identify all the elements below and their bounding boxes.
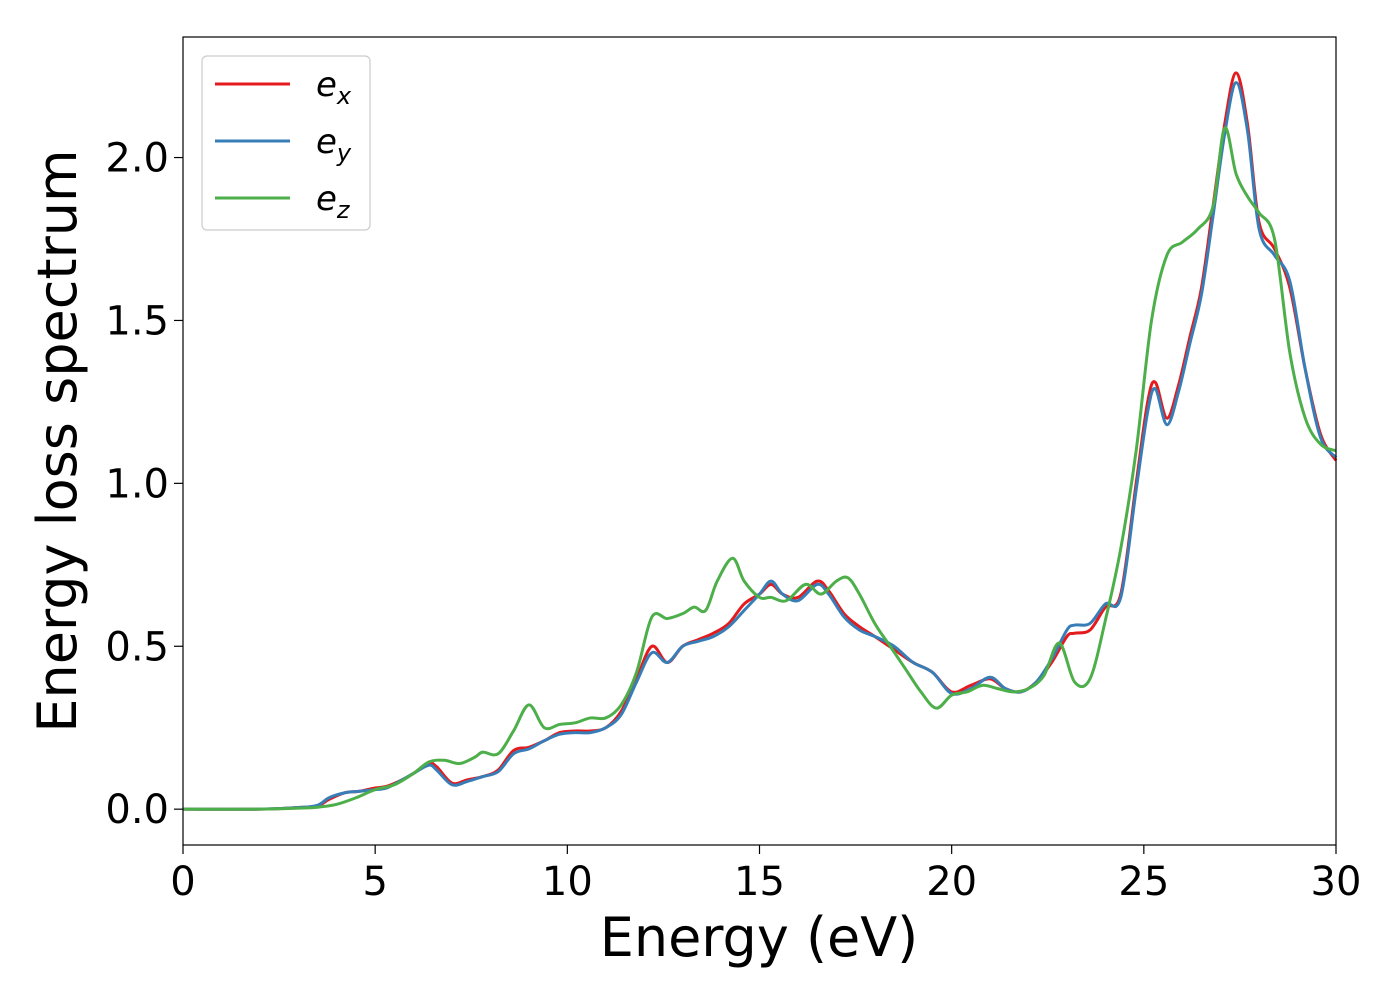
x-tick-label: 30 <box>1311 859 1362 905</box>
x-tick-label: 15 <box>734 859 785 905</box>
y-tick-label: 0.0 <box>105 787 169 833</box>
x-tick-label: 5 <box>362 859 387 905</box>
x-tick-label: 10 <box>542 859 593 905</box>
series-line-ez <box>182 126 1337 811</box>
x-tick-label: 20 <box>926 859 977 905</box>
y-axis-label: Energy loss spectrum <box>26 149 89 732</box>
y-tick-label: 1.5 <box>105 298 169 344</box>
legend-box <box>201 55 371 231</box>
y-tick-label: 0.5 <box>105 624 169 670</box>
legend-label-ex: ex <box>316 65 352 110</box>
series-line-ey <box>182 81 1338 811</box>
y-axis-ticks: 0.0 0.5 1.0 1.5 2.0 <box>105 136 183 833</box>
legend-label-ey: ey <box>316 122 352 167</box>
y-tick-label: 2.0 <box>105 136 169 182</box>
x-axis-label: Energy (eV) <box>600 906 919 969</box>
x-tick-label: 25 <box>1118 859 1169 905</box>
x-tick-label: 0 <box>170 859 195 905</box>
x-axis-ticks: 0 5 10 15 20 25 30 <box>170 845 1361 905</box>
y-tick-label: 1.0 <box>105 461 169 507</box>
plot-lines <box>182 71 1338 811</box>
